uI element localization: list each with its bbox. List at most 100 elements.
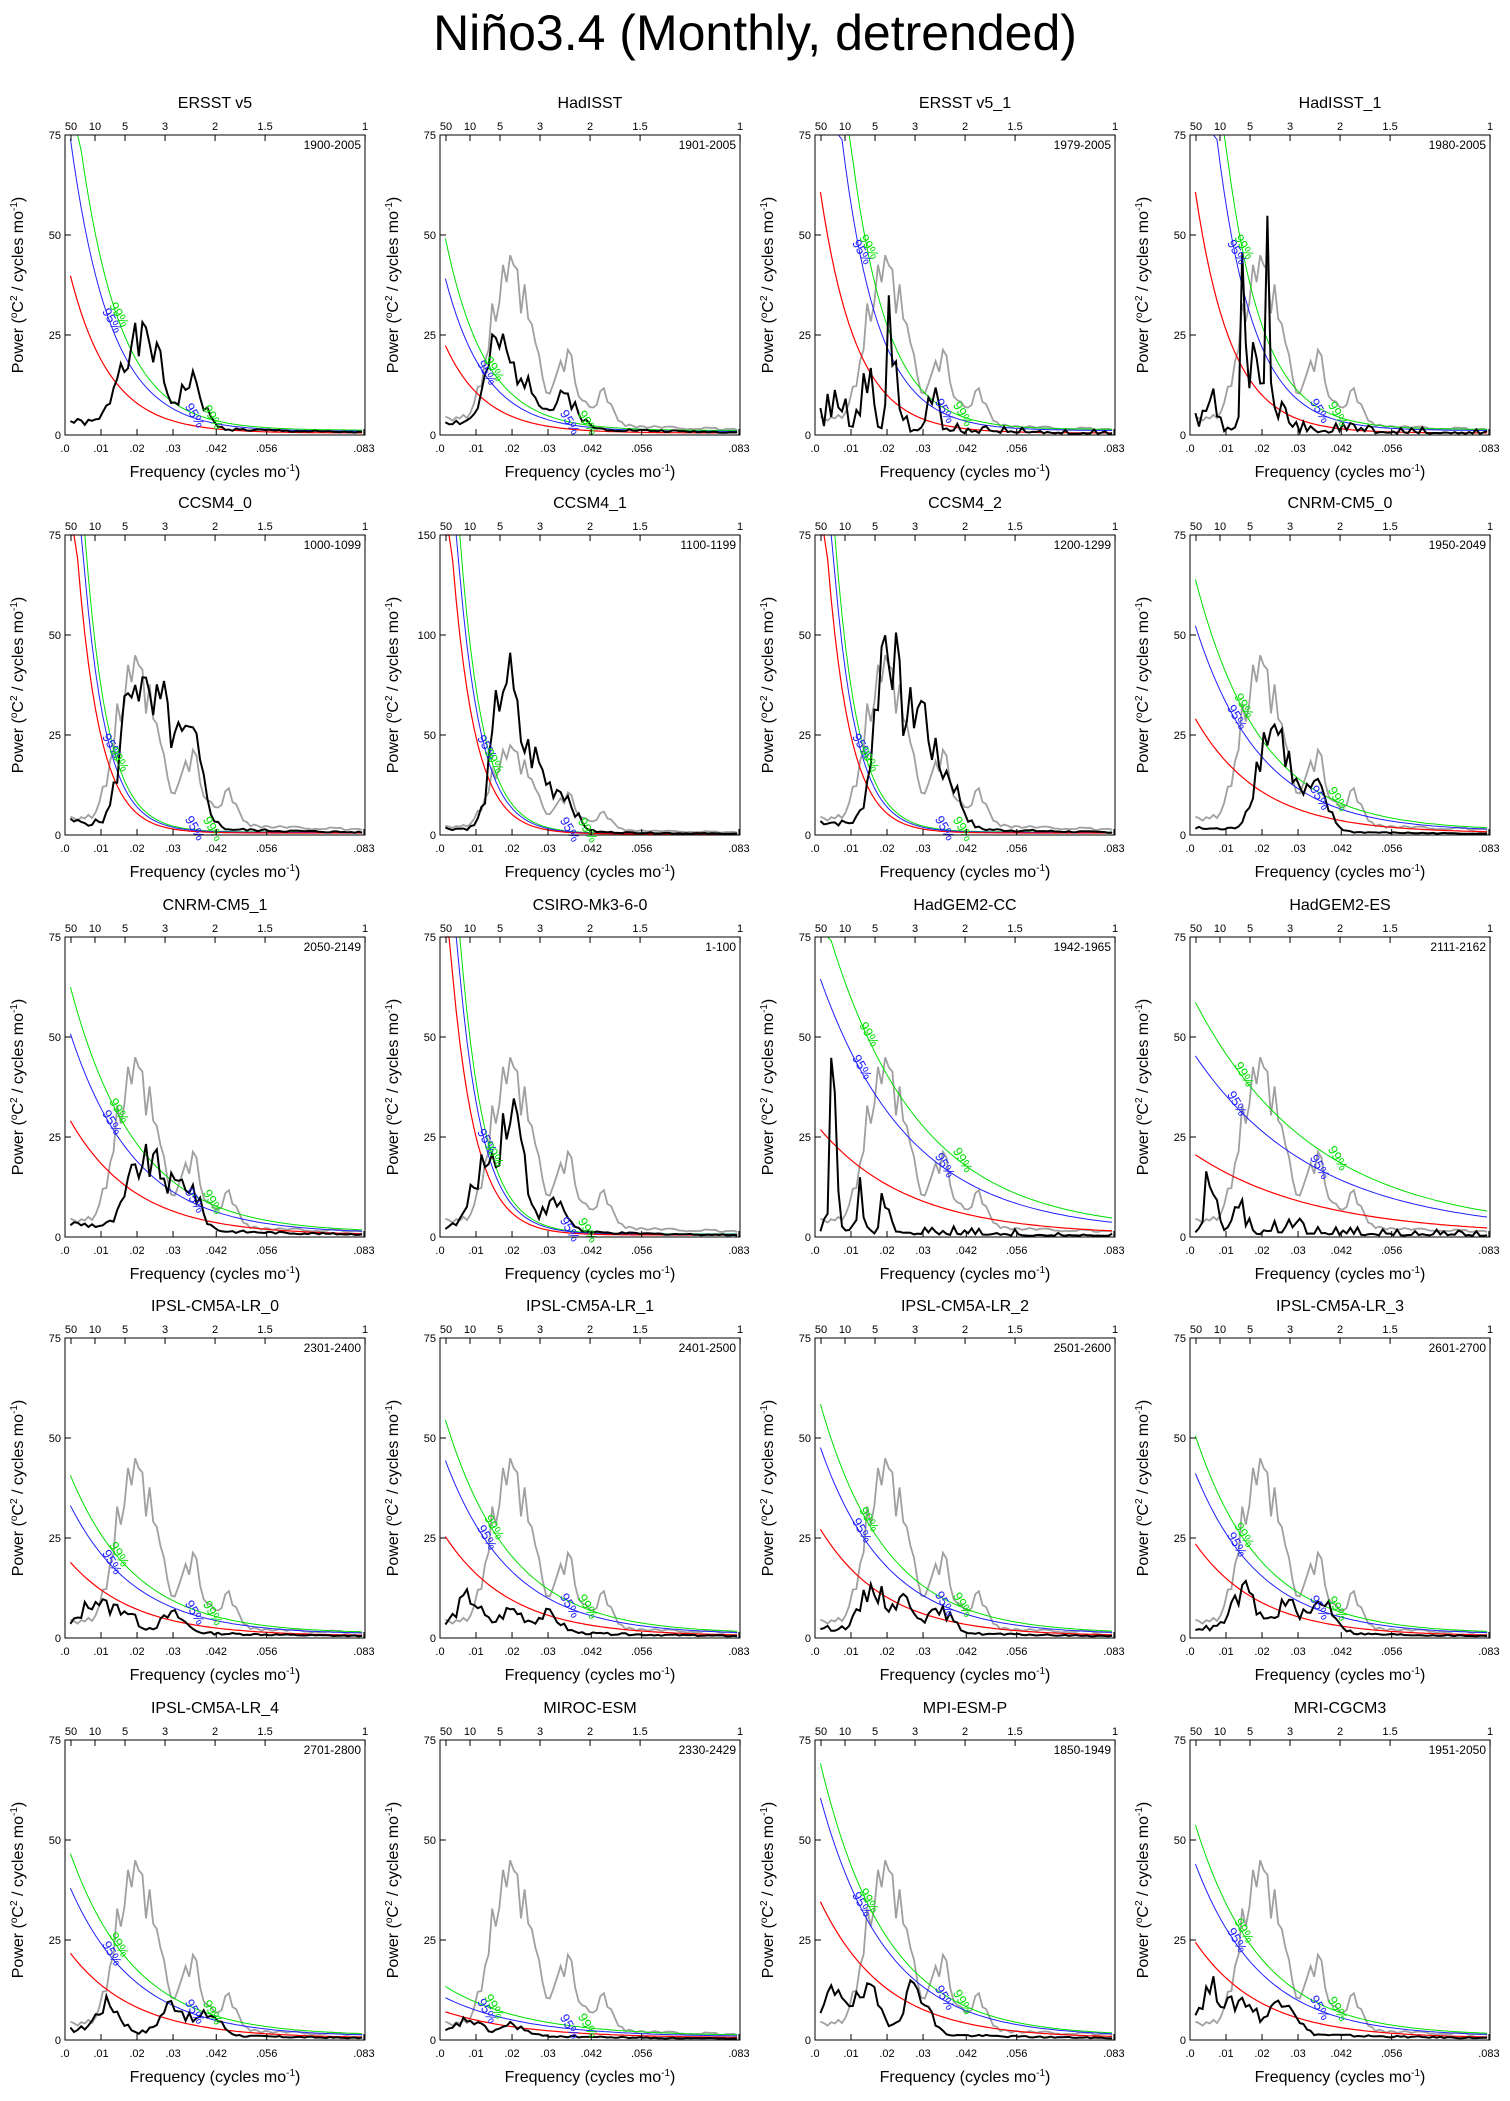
period-tick-label: 2 [212, 923, 218, 935]
plot-frame [64, 1337, 366, 1639]
x-tick-label: .03 [540, 1646, 555, 1658]
x-tick-label: .0 [1185, 443, 1194, 455]
x-tick-label: .083 [1103, 443, 1124, 455]
x-axis-label-sup: -1 [1411, 1265, 1420, 1276]
red-noise-line [1195, 1154, 1488, 1229]
x-tick-label: .083 [728, 843, 749, 855]
period-tick-label: 2 [587, 923, 593, 935]
y-axis-label-part: ) [760, 999, 777, 1004]
y-tick-label: 25 [799, 1132, 811, 1144]
x-axis-label: Frequency (cycles mo-1) [880, 1666, 1051, 1684]
y-axis-label-part: -1 [759, 1405, 770, 1414]
y-axis-label-part: / cycles mo [760, 1013, 777, 1098]
red-noise-line [1194, 1941, 1488, 2038]
x-tick-label: .01 [843, 843, 858, 855]
conf99-line [1194, 1002, 1488, 1212]
x-tick-label: .056 [1006, 1646, 1027, 1658]
panel-period: 1950-2049 [1429, 538, 1487, 552]
y-axis-label-part: o [759, 312, 770, 318]
y-axis-label-part: / cycles mo [10, 611, 27, 696]
y-axis-label-part: o [9, 1917, 20, 1923]
conf-label: 95% [1224, 1088, 1250, 1118]
period-tick-label: 5 [497, 121, 503, 133]
period-tick-label: 3 [162, 1324, 168, 1336]
y-axis-label-part: C [385, 301, 402, 313]
y-axis-label-part: C [385, 701, 402, 713]
period-tick-label: 1 [1112, 1726, 1118, 1738]
x-tick-label: .083 [353, 443, 374, 455]
period-tick-label: 3 [537, 1324, 543, 1336]
x-tick-label: .03 [540, 1245, 555, 1257]
x-tick-label: .0 [435, 1646, 444, 1658]
x-axis-label-sup: -1 [1036, 863, 1045, 874]
conf99-line [820, 936, 1113, 1219]
panel-title: MIROC-ESM [543, 1700, 636, 1717]
x-tick-label: .03 [1290, 443, 1305, 455]
red-noise-line [69, 275, 363, 434]
x-tick-label: .056 [1006, 1245, 1027, 1257]
chart-panel: CCSM4_21200-129995%99%95%99%.0.01.02.03.… [759, 495, 1125, 881]
y-tick-label: 75 [424, 130, 436, 142]
y-tick-label: 0 [1180, 1633, 1186, 1645]
x-tick-label: .083 [353, 2048, 374, 2060]
period-tick-label: 1.5 [632, 923, 647, 935]
x-tick-label: .042 [206, 1646, 227, 1658]
y-tick-label: 50 [49, 1433, 61, 1445]
conf-label: 99% [856, 1019, 882, 1049]
y-axis-label-part: / cycles mo [1135, 211, 1152, 296]
period-tick-label: 50 [65, 521, 77, 533]
period-tick-label: 50 [1190, 1726, 1202, 1738]
period-tick-label: 10 [1214, 521, 1226, 533]
y-tick-label: 50 [424, 230, 436, 242]
x-tick-label: .056 [1381, 1646, 1402, 1658]
y-axis-label-part: -1 [1134, 1004, 1145, 1013]
panel-title: CCSM4_0 [178, 495, 252, 512]
y-axis-label-part: o [9, 712, 20, 718]
y-axis-label-part: 2 [9, 695, 20, 701]
y-axis-label-part: C [10, 301, 27, 313]
y-axis-label-part: Power ( [1135, 717, 1152, 773]
y-tick-label: 25 [1174, 330, 1186, 342]
x-tick-label: .083 [353, 843, 374, 855]
period-tick-label: 1.5 [1382, 923, 1397, 935]
period-tick-label: 2 [212, 521, 218, 533]
period-tick-label: 10 [839, 521, 851, 533]
x-tick-label: .056 [256, 2048, 277, 2060]
reference-spectrum-line [1195, 1457, 1488, 1634]
period-tick-label: 10 [839, 121, 851, 133]
y-tick-label: 50 [799, 1433, 811, 1445]
period-tick-label: 1.5 [1382, 121, 1397, 133]
y-tick-label: 75 [49, 1735, 61, 1747]
y-axis-label: Power (oC2 / cycles mo-1) [1134, 197, 1152, 374]
reference-spectrum-line [70, 654, 363, 831]
y-axis-label-part: C [760, 1103, 777, 1115]
y-tick-label: 75 [1174, 1735, 1186, 1747]
plot-frame [439, 534, 741, 836]
x-tick-label: .02 [129, 2048, 144, 2060]
period-tick-label: 3 [912, 923, 918, 935]
x-tick-label: .0 [1185, 2048, 1194, 2060]
period-tick-label: 1 [737, 923, 743, 935]
period-tick-label: 1 [362, 1324, 368, 1336]
y-tick-label: 25 [424, 1935, 436, 1947]
period-tick-label: 5 [122, 1726, 128, 1738]
x-tick-label: .0 [810, 2048, 819, 2060]
y-tick-label: 75 [49, 1333, 61, 1345]
y-axis-label-part: C [1135, 701, 1152, 713]
y-axis-label-part: C [385, 1504, 402, 1516]
y-axis-label-part: Power ( [385, 317, 402, 373]
panel-period: 2330-2429 [679, 1743, 737, 1757]
red-noise-line [819, 1528, 1113, 1636]
panel-title: IPSL-CM5A-LR_1 [526, 1298, 654, 1315]
x-tick-label: .01 [468, 443, 483, 455]
period-tick-label: 2 [212, 1324, 218, 1336]
period-tick-label: 1 [1487, 1324, 1493, 1336]
period-tick-label: 2 [212, 1726, 218, 1738]
x-tick-label: .083 [1103, 1646, 1124, 1658]
period-tick-label: 1.5 [1382, 1726, 1397, 1738]
y-axis-label-part: -1 [9, 1807, 20, 1816]
y-tick-label: 75 [1174, 130, 1186, 142]
y-tick-label: 25 [1174, 1132, 1186, 1144]
x-axis-label: Frequency (cycles mo-1) [880, 1265, 1051, 1283]
